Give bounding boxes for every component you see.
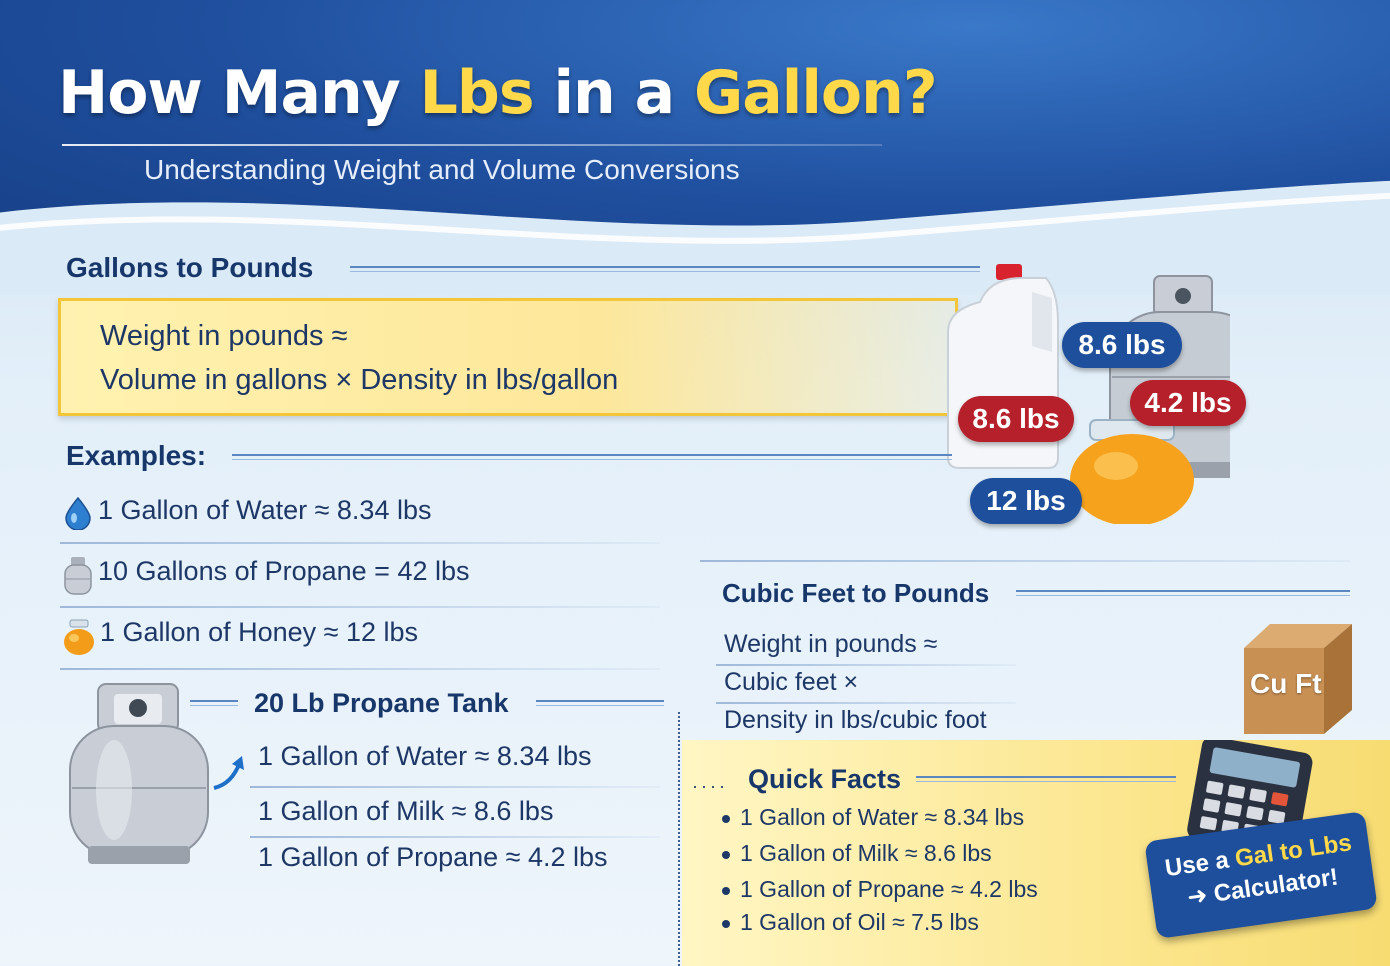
row-divider bbox=[250, 786, 660, 788]
quick-fact-item: 1 Gallon of Water ≈ 8.34 lbs bbox=[722, 804, 1024, 831]
formula-line-2: Volume in gallons × Density in lbs/gallo… bbox=[100, 364, 619, 396]
tank-item: 1 Gallon of Propane ≈ 4.2 lbs bbox=[258, 842, 608, 872]
row-divider bbox=[60, 668, 660, 670]
example-item: 10 Gallons of Propane = 42 lbs bbox=[98, 556, 470, 586]
box-label: Cu Ft bbox=[1250, 668, 1322, 699]
gallons-to-pounds-heading: Gallons to Pounds bbox=[66, 252, 314, 283]
tank-item: 1 Gallon of Water ≈ 8.34 lbs bbox=[258, 741, 592, 771]
examples-heading: Examples: bbox=[66, 440, 207, 471]
arrow-icon: ➜ bbox=[1185, 880, 1216, 912]
quick-facts-heading: Quick Facts bbox=[748, 764, 902, 794]
heading-rule bbox=[1016, 590, 1350, 596]
example-item: 1 Gallon of Honey ≈ 12 lbs bbox=[100, 617, 419, 647]
title-underline bbox=[62, 144, 882, 146]
heading-rule bbox=[916, 776, 1176, 782]
row-divider bbox=[250, 836, 660, 838]
row-divider bbox=[60, 606, 660, 608]
honey-jar-icon bbox=[62, 618, 96, 656]
row-divider bbox=[60, 542, 660, 544]
cardboard-box-icon bbox=[1244, 624, 1352, 734]
cubic-feet-formula-line-1: Weight in pounds ≈ bbox=[724, 630, 938, 658]
cubic-feet-heading: Cubic Feet to Pounds bbox=[722, 578, 990, 608]
water-drop-icon bbox=[64, 496, 92, 531]
page-title: How Many Lbs in a Gallon? bbox=[58, 58, 938, 128]
propane-tank-icon bbox=[62, 556, 94, 598]
gallons-formula-box bbox=[58, 298, 958, 416]
heading-rule bbox=[190, 700, 238, 706]
column-divider bbox=[678, 712, 680, 966]
quick-fact-item: 1 Gallon of Propane ≈ 4.2 lbs bbox=[722, 876, 1038, 903]
propane-tank-icon bbox=[69, 683, 209, 864]
honey-jar-icon bbox=[1070, 419, 1194, 524]
milk-weight-badge: 8.6 lbs bbox=[958, 396, 1074, 442]
cubic-feet-formula-line-2: Cubic feet × bbox=[724, 668, 859, 696]
dots-decoration: ···· bbox=[692, 776, 728, 796]
header-wave-decoration bbox=[0, 180, 1390, 295]
quick-fact-item: 1 Gallon of Milk ≈ 8.6 lbs bbox=[722, 840, 992, 867]
arrow-icon bbox=[213, 756, 244, 790]
row-divider bbox=[716, 702, 1016, 704]
page-subtitle: Understanding Weight and Volume Conversi… bbox=[144, 154, 740, 185]
cubic-feet-formula-line-3: Density in lbs/cubic foot bbox=[724, 706, 987, 734]
heading-rule bbox=[232, 454, 952, 460]
honey-weight-badge: 12 lbs bbox=[970, 478, 1082, 524]
row-divider bbox=[700, 560, 1350, 562]
quick-fact-item: 1 Gallon of Oil ≈ 7.5 lbs bbox=[722, 909, 979, 936]
propane-weight-badge: 4.2 lbs bbox=[1130, 380, 1246, 426]
example-item: 1 Gallon of Water ≈ 8.34 lbs bbox=[98, 495, 432, 525]
heading-rule bbox=[536, 700, 664, 706]
formula-line-1: Weight in pounds ≈ bbox=[100, 320, 348, 352]
propane-tank-heading: 20 Lb Propane Tank bbox=[254, 688, 509, 718]
tank-weight-badge: 8.6 lbs bbox=[1062, 322, 1182, 368]
row-divider bbox=[716, 664, 1016, 666]
tank-item: 1 Gallon of Milk ≈ 8.6 lbs bbox=[258, 796, 554, 826]
heading-rule bbox=[350, 266, 980, 272]
